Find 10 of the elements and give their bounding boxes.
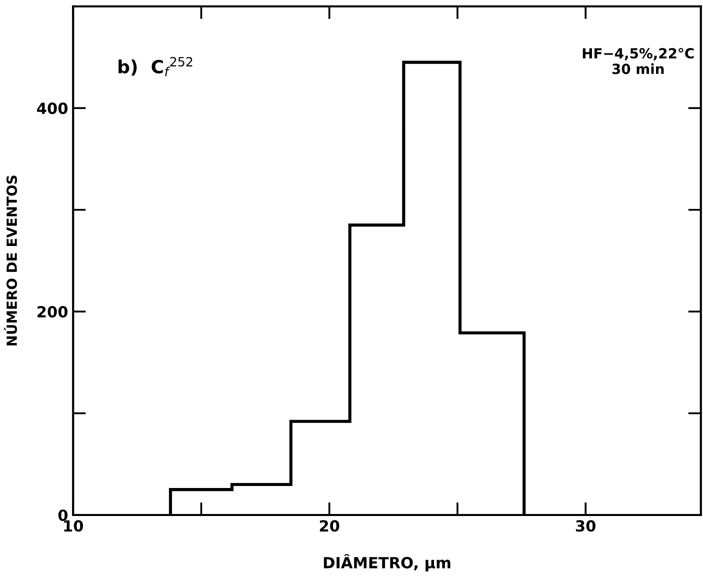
y-tick-label: 0 xyxy=(58,509,68,522)
annotation: b) C$_{f}$$^{252}$ xyxy=(118,56,192,76)
y-axis-title: NÚMERO DE EVENTOS xyxy=(4,176,18,346)
y-tick-label: 400 xyxy=(37,102,68,114)
x-tick-label: 30 xyxy=(576,520,596,532)
x-axis-title: DIÂMETRO, µm xyxy=(324,554,450,572)
y-tick-label: 200 xyxy=(38,306,68,318)
x-tick-label: 20 xyxy=(320,520,340,532)
annotation: HF−4,5%,22°C 30 min xyxy=(582,48,694,74)
x-tick-label: 10 xyxy=(64,520,84,532)
